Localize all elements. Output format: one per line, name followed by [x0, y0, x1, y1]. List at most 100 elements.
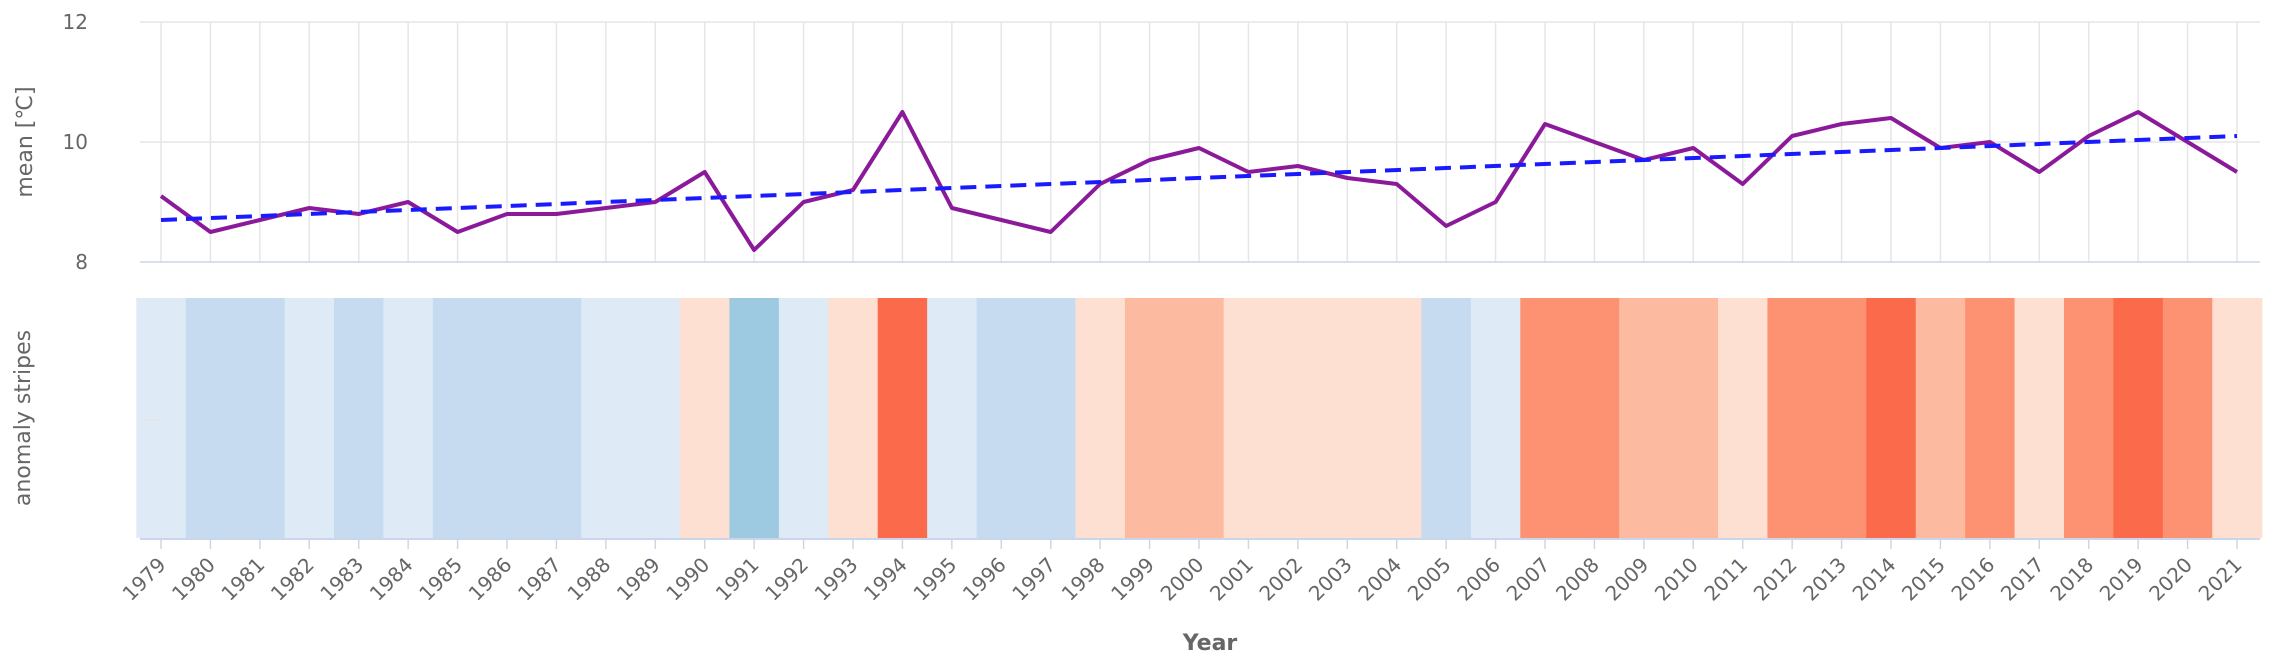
bottom-panel-y-axis-title: anomaly stripes: [11, 330, 36, 506]
anomaly-stripe: [1470, 298, 1521, 538]
anomaly-stripe: [2212, 298, 2263, 538]
anomaly-stripe: [630, 298, 681, 538]
x-tick-label: 2021: [2194, 553, 2247, 606]
x-tick-label: 2006: [1452, 553, 1505, 606]
anomaly-stripe: [334, 298, 385, 538]
x-tick-label: 2008: [1551, 553, 1604, 606]
x-tick-label: 2010: [1650, 553, 1703, 606]
x-tick-label: 1990: [661, 553, 714, 606]
x-tick-label: 2017: [1996, 553, 2049, 606]
x-tick-label: 2002: [1254, 553, 1307, 606]
x-tick-label: 1993: [810, 553, 863, 606]
anomaly-stripes: [136, 298, 2263, 538]
trend-line: [160, 134, 2238, 222]
anomaly-stripe: [1520, 298, 1571, 538]
y-tick-label: 10: [63, 130, 88, 154]
anomaly-stripe: [1026, 298, 1077, 538]
anomaly-stripe: [1816, 298, 1867, 538]
anomaly-stripe: [1124, 298, 1175, 538]
x-tick-label: 1992: [760, 553, 813, 606]
x-tick-label: 1988: [562, 553, 615, 606]
anomaly-stripe: [1273, 298, 1324, 538]
x-axis-title: Year: [1182, 631, 1238, 656]
x-tick-label: 2005: [1403, 553, 1456, 606]
anomaly-stripe: [828, 298, 879, 538]
anomaly-stripe: [235, 298, 286, 538]
series-layer: [159, 110, 2239, 252]
anomaly-stripe: [1965, 298, 2016, 538]
x-tick-label: 1982: [266, 553, 319, 606]
anomaly-stripe: [778, 298, 829, 538]
anomaly-stripe: [1421, 298, 1472, 538]
anomaly-stripe: [877, 298, 928, 538]
x-tick-label: 2004: [1353, 553, 1406, 606]
x-tick-label: 2020: [2144, 553, 2197, 606]
bottom-panel-grid: [140, 419, 2260, 540]
anomaly-stripe: [185, 298, 236, 538]
anomaly-stripe: [1075, 298, 1126, 538]
anomaly-stripe: [1569, 298, 1620, 538]
anomaly-stripe: [1866, 298, 1917, 538]
x-tick-label: 2013: [1798, 553, 1851, 606]
x-tick-label: 1996: [958, 553, 1011, 606]
anomaly-stripe: [432, 298, 483, 538]
x-tick-label: 2014: [1848, 553, 1901, 606]
x-tick-label: 1989: [612, 553, 665, 606]
x-tick-label: 1980: [167, 553, 220, 606]
x-tick-label: 1997: [1007, 553, 1060, 606]
x-tick-label: 1981: [216, 553, 269, 606]
top-panel-y-axis-title: mean [℃]: [13, 86, 38, 197]
anomaly-stripe: [1372, 298, 1423, 538]
anomaly-stripe: [482, 298, 533, 538]
x-tick-label: 1994: [859, 553, 912, 606]
anomaly-stripe: [2014, 298, 2065, 538]
y-tick-label: 12: [63, 10, 88, 34]
x-tick-label: 2003: [1304, 553, 1357, 606]
x-tick-label: 2007: [1502, 553, 1555, 606]
anomaly-stripe: [927, 298, 978, 538]
mean-temperature-line: [159, 110, 2239, 252]
anomaly-stripe: [1322, 298, 1373, 538]
anomaly-stripe: [1668, 298, 1719, 538]
x-tick-label: 1991: [711, 553, 764, 606]
x-tick-label: 2015: [1897, 553, 1950, 606]
x-axis-ticks: 1979198019811982198319841985198619871988…: [118, 539, 2247, 606]
x-tick-label: 1995: [908, 553, 961, 606]
anomaly-stripe: [1174, 298, 1225, 538]
x-tick-label: 1985: [414, 553, 467, 606]
x-tick-label: 1987: [513, 553, 566, 606]
anomaly-stripe: [531, 298, 582, 538]
x-tick-label: 1998: [1057, 553, 1110, 606]
x-tick-label: 2012: [1749, 553, 1802, 606]
x-tick-label: 1984: [365, 553, 418, 606]
anomaly-stripe: [1915, 298, 1966, 538]
y-tick-label: 8: [75, 250, 88, 274]
x-tick-label: 2000: [1156, 553, 1209, 606]
anomaly-stripe: [2113, 298, 2164, 538]
anomaly-stripe: [2162, 298, 2213, 538]
x-tick-label: 2001: [1205, 553, 1258, 606]
x-tick-label: 1983: [315, 553, 368, 606]
x-tick-label: 2019: [2095, 553, 2148, 606]
top-panel-grid: [140, 21, 2260, 263]
x-tick-label: 1986: [464, 553, 517, 606]
anomaly-stripe: [976, 298, 1027, 538]
anomaly-stripe: [1718, 298, 1769, 538]
x-tick-label: 2018: [2045, 553, 2098, 606]
x-tick-label: 2011: [1699, 553, 1752, 606]
anomaly-stripe: [136, 298, 187, 538]
x-tick-label: 2016: [1946, 553, 1999, 606]
anomaly-stripe: [581, 298, 632, 538]
top-panel-y-ticks: 8 10 12: [63, 10, 88, 274]
anomaly-stripe: [1767, 298, 1818, 538]
x-tick-label: 2009: [1600, 553, 1653, 606]
anomaly-stripe: [1223, 298, 1274, 538]
anomaly-stripe: [2064, 298, 2115, 538]
anomaly-stripe: [729, 298, 780, 538]
anomaly-stripe: [680, 298, 731, 538]
anomaly-stripe: [284, 298, 335, 538]
x-tick-label: 1999: [1106, 553, 1159, 606]
anomaly-stripe: [1619, 298, 1670, 538]
x-tick-label: 1979: [118, 553, 171, 606]
